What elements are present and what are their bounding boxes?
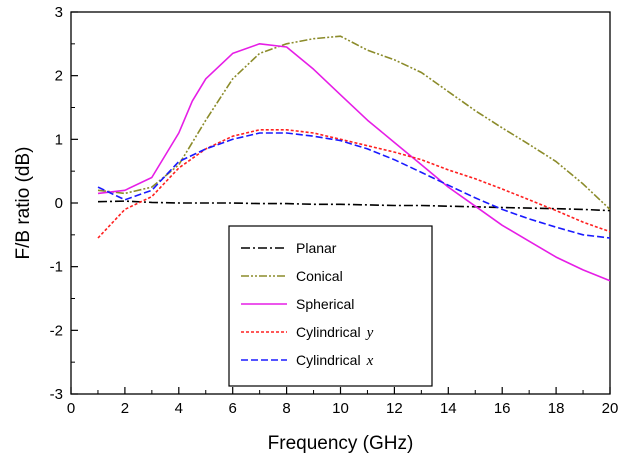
x-tick-label: 0 <box>67 400 75 417</box>
series-line-1 <box>97 200 610 212</box>
legend-label-1: Planar <box>296 240 337 256</box>
x-tick-label: 2 <box>121 400 129 417</box>
x-axis: 0 2 4 6 8 10 12 14 16 18 20 <box>67 387 619 417</box>
y-tick-label: -1 <box>50 259 63 276</box>
y-tick-label: -2 <box>50 322 63 339</box>
legend: Planar Conical Spherical Cylindrical y Cylind… <box>228 225 433 387</box>
x-tick-label: 12 <box>386 400 403 417</box>
series-layer <box>97 35 610 282</box>
legend-label-3: Spherical <box>296 296 354 312</box>
x-tick-label: 6 <box>229 400 237 417</box>
x-tick-label: 18 <box>548 400 565 417</box>
x-axis-label: Frequency (GHz) <box>268 433 414 454</box>
series-line-3 <box>97 42 610 282</box>
series-line-5 <box>97 132 610 239</box>
x-tick-label: 8 <box>282 400 290 417</box>
x-tick-label: 4 <box>175 400 183 417</box>
legend-label-5: Cylindrical x <box>296 352 374 369</box>
series-line-4 <box>97 129 610 239</box>
y-tick-label: 3 <box>55 4 63 21</box>
y-tick-label: -3 <box>50 386 63 403</box>
y-tick-label: 1 <box>55 131 63 148</box>
legend-label-2: Conical <box>296 268 343 284</box>
x-tick-label: 20 <box>602 400 619 417</box>
y-axis-label: F/B ratio (dB) <box>13 147 34 260</box>
y-tick-label: 0 <box>55 195 63 212</box>
x-tick-label: 10 <box>332 400 349 417</box>
x-tick-label: 14 <box>440 400 457 417</box>
series-line-2 <box>97 35 610 210</box>
y-tick-label: 2 <box>55 68 63 85</box>
legend-label-4: Cylindrical y <box>296 324 374 341</box>
x-tick-label: 16 <box>494 400 511 417</box>
y-axis: -3 -2 -1 0 1 2 3 <box>50 4 78 403</box>
